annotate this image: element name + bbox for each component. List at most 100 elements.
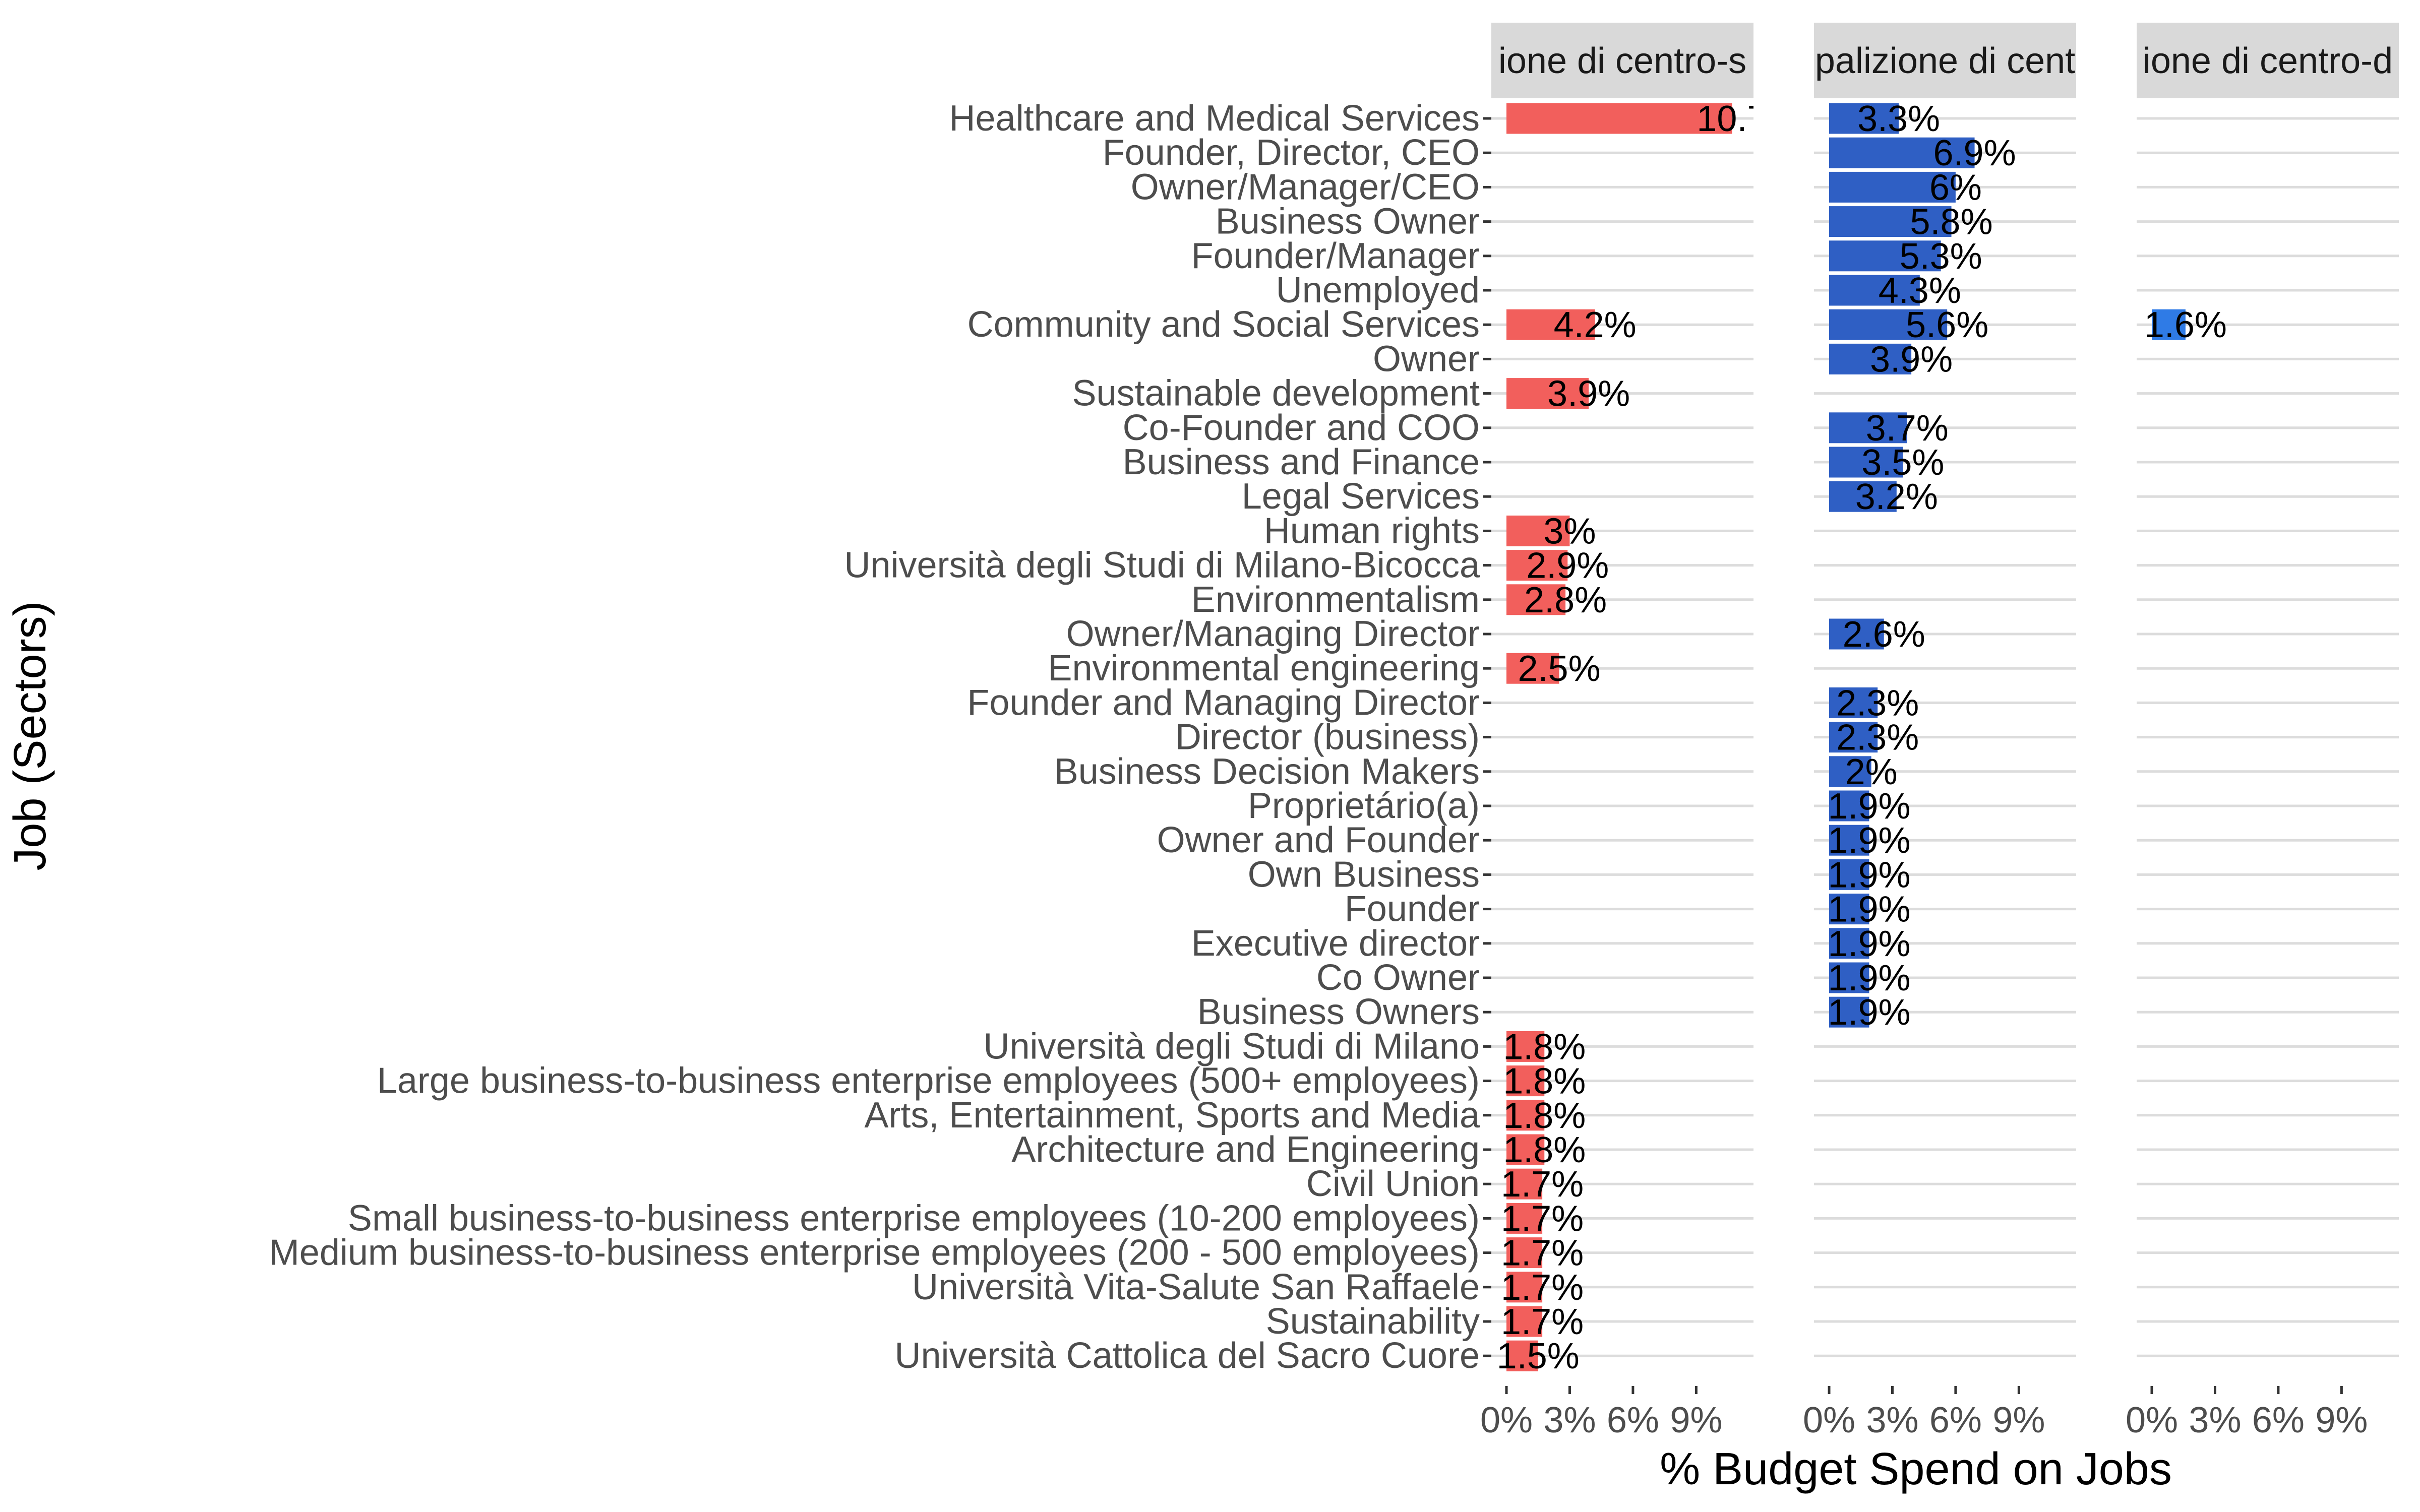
category-label: Founder, Director, CEO [1103,133,1480,173]
strip-label: ione di centro-d [2143,41,2393,81]
value-label: 2.3% [1836,718,1919,758]
value-label: 3.3% [1857,99,1940,139]
value-label: 1.6% [2144,305,2227,345]
value-label: 1.9% [1828,821,1910,861]
bar [1829,825,1869,856]
bar [1829,962,1869,993]
value-label: 1.9% [1828,992,1910,1033]
category-label: Co Owner [1316,958,1480,998]
value-label: 1.8% [1503,1130,1586,1170]
panel: ione di centro-d 1.6% 0% 3% 6% 9% [2126,23,2399,1440]
value-label: 1.8% [1503,1061,1586,1102]
bar [1506,653,1559,684]
value-label: 3.5% [1861,443,1944,483]
bar [1829,206,1952,237]
category-label: Università Vita-Salute San Raffaele [912,1267,1480,1307]
category-label: Università degli Studi di Milano-Bicocca [844,545,1480,586]
bar [1829,481,1897,512]
category-label: Executive director [1191,923,1480,964]
x-axis-title: % Budget Spend on Jobs [1660,1444,2172,1494]
x-tick-label: 0% [2126,1400,2178,1440]
value-label: 1.9% [1828,924,1910,964]
x-tick-label: 6% [1929,1400,1982,1440]
bars-group: 10.74.2%3.9%3%2.9%2.8%2.5%1.8%1.8%1.8%1.… [1497,99,1767,1376]
value-label: 3.9% [1870,339,1953,380]
bar [1506,515,1570,546]
value-label: 1.5% [1497,1336,1580,1376]
category-label: Human rights [1264,511,1480,551]
bar [1506,584,1566,615]
bar [1506,1100,1545,1131]
bar [1829,996,1869,1028]
bar [1829,756,1871,787]
panel: palizione di cent3.3%6.9%6%5.8%5.3%4.3%5… [1803,23,2076,1440]
bar [1829,687,1878,718]
strip-label: ione di centro-s [1498,41,1746,81]
value-label: 2.6% [1843,614,1925,655]
bar [1506,1031,1545,1062]
value-label: 3.9% [1547,374,1630,414]
bar [1506,550,1568,581]
value-label: 5.8% [1910,202,1992,242]
value-label: 2.5% [1518,649,1600,689]
bar [1829,790,1869,822]
category-label: Own Business [1248,854,1480,895]
bar [1829,447,1903,478]
bar [1506,309,1595,340]
value-label: 1.7% [1501,1233,1584,1274]
x-tick-label: 0% [1803,1400,1855,1440]
category-label: Founder [1345,889,1480,929]
bar [1829,309,1948,340]
value-label: 2.8% [1524,580,1607,620]
category-label: Founder and Managing Director [967,682,1480,723]
category-label: Director (business) [1175,717,1480,758]
value-label: 1.7% [1501,1268,1584,1308]
bar [1829,894,1869,925]
category-label: Civil Union [1306,1164,1480,1204]
bar [1829,412,1907,444]
category-label: Environmental engineering [1048,648,1480,688]
strip-background [2137,23,2399,98]
bar [1506,1272,1543,1303]
category-label: Owner/Manager/CEO [1131,167,1480,207]
bar [1829,928,1869,959]
y-axis-title: Job (Sectors) [5,601,55,870]
bar [1506,378,1589,409]
value-label: 5.6% [1906,305,1988,345]
bar [1829,722,1878,753]
category-label: Architecture and Engineering [1011,1129,1480,1170]
value-label: 1.8% [1503,1027,1586,1067]
bar [1829,275,1920,306]
strip-background [1814,23,2076,98]
value-label: 2.3% [1836,683,1919,723]
value-label: 1.7% [1501,1302,1584,1342]
category-label: Università Cattolica del Sacro Cuore [894,1336,1480,1376]
bar [1506,1134,1545,1165]
category-label: Community and Social Services [967,304,1480,345]
category-label: Arts, Entertainment, Sports and Media [864,1095,1480,1136]
category-label: Legal Services [1242,476,1480,517]
bar [1506,1203,1543,1234]
bar [1829,137,1975,168]
bar [1506,1340,1538,1371]
value-label: 1.9% [1828,786,1910,827]
x-tick-label: 3% [1866,1400,1918,1440]
strip-label: palizione di cent [1815,41,2075,81]
bar [1506,1168,1543,1200]
x-tick-label: 6% [2252,1400,2305,1440]
bar [1506,1306,1543,1337]
category-label: Healthcare and Medical Services [949,98,1480,139]
value-label: 3.7% [1866,408,1949,449]
category-label: Co-Founder and COO [1123,408,1480,448]
bars-group: 1.6% [2144,305,2227,345]
category-label: Small business-to-business enterprise em… [348,1198,1480,1238]
category-label: Founder/Manager [1191,236,1480,276]
category-label: Business Owner [1216,202,1480,242]
bar [1506,103,1732,134]
panel: ione di centro-s10.74.2%3.9%3%2.9%2.8%2.… [1480,23,1767,1440]
bar [1506,1237,1543,1269]
category-label: Sustainability [1266,1301,1480,1342]
x-tick-label: 6% [1607,1400,1659,1440]
value-label: 10.7 [1697,99,1767,139]
